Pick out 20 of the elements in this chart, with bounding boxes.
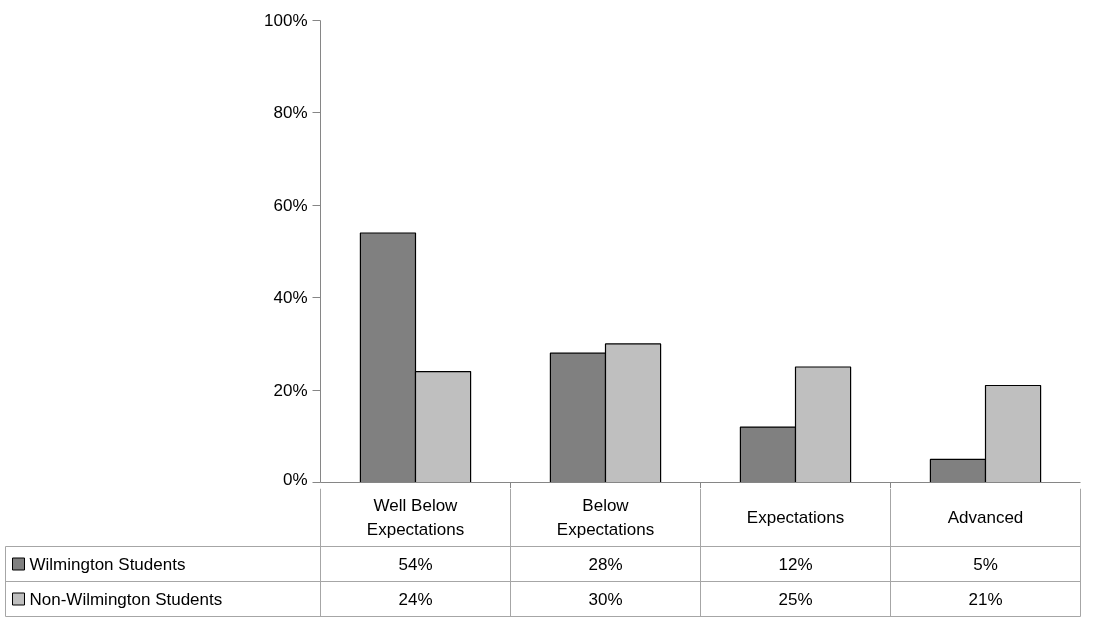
data-label: 5%: [973, 554, 998, 574]
x-tick-label: Below Expectations: [556, 496, 655, 539]
data-label: 12%: [778, 554, 813, 574]
data-label: 30%: [588, 589, 623, 609]
y-tick-label: 100%: [264, 11, 308, 30]
y-tick-label: 40%: [273, 288, 308, 308]
x-tick-label: Advanced: [947, 508, 1024, 527]
y-tick-label: 60%: [273, 195, 308, 215]
data-label: 54%: [398, 554, 433, 574]
y-tick-label: 20%: [273, 380, 308, 400]
data-label: 24%: [398, 589, 433, 609]
y-tick-label: 80%: [273, 103, 308, 123]
legend-label: Non-Wilmington Students: [29, 589, 223, 609]
x-tick-label: Expectations: [746, 508, 845, 527]
data-label: 28%: [588, 554, 623, 574]
legend-label: Wilmington Students: [29, 554, 186, 574]
x-tick-label: Well Below Expectations: [366, 496, 465, 539]
data-label: 21%: [968, 589, 1003, 609]
y-tick-label: 0%: [282, 469, 308, 489]
data-label: 25%: [778, 589, 813, 609]
